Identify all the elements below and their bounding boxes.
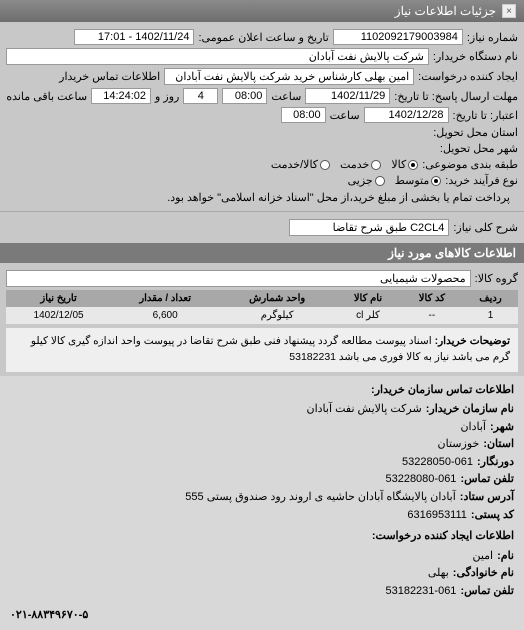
window-titlebar: × جزئیات اطلاعات نیاز <box>0 0 524 22</box>
req-no-label: شماره نیاز: <box>467 31 518 44</box>
group-label: گروه کالا: <box>475 272 518 285</box>
col-head: تعداد / مقدار <box>111 290 219 307</box>
radio-partial[interactable]: جزیی <box>348 174 385 187</box>
fax-value: 53228050-061 <box>402 454 473 472</box>
col-head: تاریخ نیاز <box>6 290 111 307</box>
group-value: محصولات شیمیایی <box>6 270 471 287</box>
process-radio-group: متوسط جزیی <box>348 174 442 187</box>
city-value: آبادان <box>460 419 486 437</box>
radio-goods-service[interactable]: کالا/خدمت <box>271 158 330 171</box>
zip-label: کد پستی: <box>471 507 514 525</box>
requester-value: امین بهلی کارشناس خرید شرکت پالایش نفت آ… <box>164 68 414 85</box>
cell: 6,600 <box>111 307 219 324</box>
buyer-contact-label: اطلاعات تماس خریدار <box>59 70 160 83</box>
items-pane: گروه کالا: محصولات شیمیایی ردیف کد کالا … <box>0 263 524 376</box>
items-section-head: اطلاعات کالاهای مورد نیاز <box>0 243 524 263</box>
days-and-label: روز و <box>155 90 179 103</box>
name-value: امین <box>472 548 493 566</box>
table-header-row: ردیف کد کالا نام کالا واحد شمارش تعداد /… <box>6 290 518 307</box>
lname-label: نام خانوادگی: <box>453 565 514 583</box>
process-label: نوع فرآیند خرید: <box>445 174 518 187</box>
radio-dot-icon <box>408 160 418 170</box>
cell: کیلوگرم <box>219 307 335 324</box>
remain-label: ساعت باقی مانده <box>6 90 87 103</box>
need-desc-value: C2CL4 طبق شرح تقاضا <box>289 219 449 236</box>
tel-label: تلفن تماس: <box>460 471 514 489</box>
req-creator-head: اطلاعات ایجاد کننده درخواست: <box>10 528 514 546</box>
buyer-note: توضیحات خریدار: اسناد پیوست مطالعه گردد … <box>6 328 518 372</box>
resp-deadline-label: مهلت ارسال پاسخ: تا تاریخ: <box>394 90 518 103</box>
req-no-value: 1102092179003984 <box>333 29 463 45</box>
col-head: ردیف <box>463 290 518 307</box>
radio-service[interactable]: خدمت <box>340 158 381 171</box>
org-label: نام سازمان خریدار: <box>426 401 514 419</box>
addr-label: آدرس ستاد: <box>460 489 514 507</box>
zip-value: 6316953111 <box>407 507 467 525</box>
name-label: نام: <box>497 548 514 566</box>
city-label: شهر محل تحویل: <box>440 142 518 155</box>
cell: کلر cl <box>335 307 401 324</box>
org-value: شرکت پالایش نفت آبادان <box>307 401 422 419</box>
pubdate-label: تاریخ و ساعت اعلان عمومی: <box>198 31 328 44</box>
resp-date: 1402/11/29 <box>305 88 390 104</box>
buyer-org-label: نام دستگاه خریدار: <box>433 50 518 63</box>
need-desc-label: شرح کلی نیاز: <box>453 221 518 234</box>
time-label-2: ساعت <box>330 109 360 122</box>
province-label: استان محل تحویل: <box>433 126 518 139</box>
window-title: جزئیات اطلاعات نیاز <box>395 4 496 18</box>
prov-value: خوزستان <box>438 436 480 454</box>
close-icon[interactable]: × <box>502 4 516 18</box>
cell: -- <box>401 307 463 324</box>
process-note: پرداخت تمام یا بخشی از مبلغ خرید،از محل … <box>167 191 510 204</box>
radio-goods[interactable]: کالا <box>391 158 418 171</box>
col-head: نام کالا <box>335 290 401 307</box>
contact-head: اطلاعات تماس سازمان خریدار: <box>10 382 514 400</box>
fax-label: دورنگار: <box>477 454 514 472</box>
radio-medium[interactable]: متوسط <box>395 174 442 187</box>
time-label-1: ساعت <box>271 90 301 103</box>
validity-label: اعتبار: تا تاریخ: <box>453 109 518 122</box>
resp-time: 08:00 <box>222 88 267 104</box>
pubdate-value: 1402/11/24 - 17:01 <box>74 29 194 45</box>
footer-phone: ۰۲۱-۸۸۳۴۹۶۷۰-۵ <box>10 607 514 625</box>
requester-label: ایجاد کننده درخواست: <box>418 70 518 83</box>
need-pane: شرح کلی نیاز: C2CL4 طبق شرح تقاضا <box>0 211 524 243</box>
contact-section: اطلاعات تماس سازمان خریدار: نام سازمان خ… <box>0 376 524 630</box>
validity-time: 08:00 <box>281 107 326 123</box>
prov-label: استان: <box>483 436 514 454</box>
subject-class-label: طبقه بندی موضوعی: <box>422 158 518 171</box>
subject-radio-group: کالا خدمت کالا/خدمت <box>271 158 418 171</box>
validity-date: 1402/12/28 <box>364 107 449 123</box>
lname-value: بهلی <box>428 565 449 583</box>
note-label: توضیحات خریدار: <box>435 335 510 347</box>
radio-dot-icon <box>320 160 330 170</box>
addr-value: آبادان پالایشگاه آبادان حاشیه ی اروند رو… <box>185 489 456 507</box>
buyer-org-value: شرکت پالایش نفت آبادان <box>6 48 429 65</box>
radio-dot-icon <box>371 160 381 170</box>
header-pane: شماره نیاز: 1102092179003984 تاریخ و ساع… <box>0 22 524 211</box>
col-head: کد کالا <box>401 290 463 307</box>
tel-value: 53228080-061 <box>385 471 456 489</box>
radio-dot-icon <box>375 176 385 186</box>
remain-hms: 14:24:02 <box>91 88 151 104</box>
rtel-label: تلفن تماس: <box>460 583 514 601</box>
radio-dot-icon <box>431 176 441 186</box>
items-table: ردیف کد کالا نام کالا واحد شمارش تعداد /… <box>6 290 518 324</box>
table-row[interactable]: 1 -- کلر cl کیلوگرم 6,600 1402/12/05 <box>6 307 518 324</box>
col-head: واحد شمارش <box>219 290 335 307</box>
rtel-value: 53182231-061 <box>385 583 456 601</box>
cell: 1 <box>463 307 518 324</box>
city-label: شهر: <box>490 419 514 437</box>
remain-days: 4 <box>183 88 218 104</box>
cell: 1402/12/05 <box>6 307 111 324</box>
